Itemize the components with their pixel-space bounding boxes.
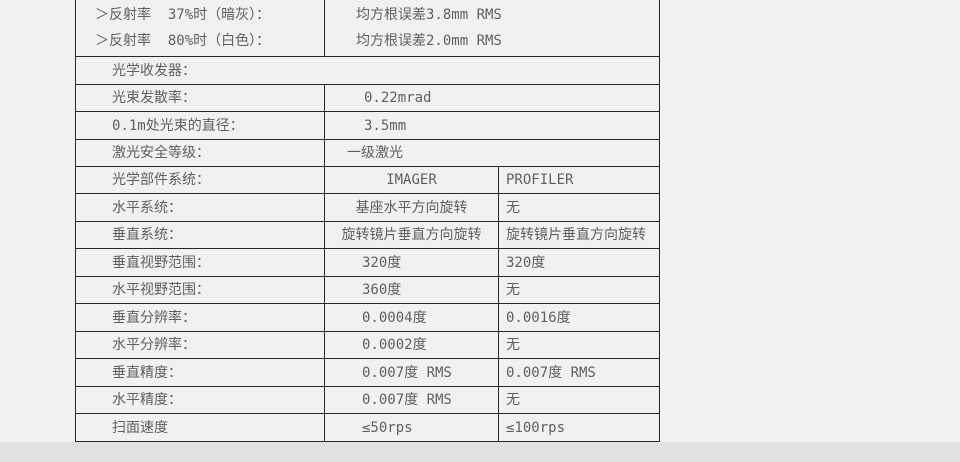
table-row: 垂直视野范围： 320度 320度	[76, 249, 659, 277]
spec-value: 3.5mm	[364, 117, 407, 134]
spec-value-cell: 基座水平方向旋转	[325, 194, 499, 221]
spec-value: 0.007度 RMS	[362, 392, 452, 408]
spec-label: 垂直系统：	[112, 227, 182, 243]
spec-value: 均方根误差3.8mm RMS	[356, 7, 502, 23]
spec-value-cell: 无	[499, 387, 659, 413]
spec-value: 无	[506, 392, 520, 408]
spec-value: 0.0004度	[362, 309, 427, 326]
footer-strip	[0, 442, 960, 462]
spec-label: 垂直分辨率：	[112, 309, 196, 326]
spec-value: 360度	[362, 282, 402, 298]
spec-value-cell: 无	[499, 194, 659, 221]
table-row: 0.1m处光束的直径： 3.5mm	[76, 112, 659, 140]
spec-table: ＞反射率 37%时（暗灰）： ＞反射率 80%时（白色）： 均方根误差3.8mm R…	[75, 0, 660, 442]
spec-label-cell: ＞反射率 37%时（暗灰）： ＞反射率 80%时（白色）：	[76, 0, 325, 56]
spec-label: 激光安全等级：	[112, 145, 210, 161]
spec-label-cell: 垂直系统：	[76, 222, 325, 248]
spec-label-cell: 水平系统：	[76, 194, 325, 221]
spec-value-cell: ≤100rps	[499, 414, 659, 441]
spec-label-cell: 光束发散率：	[76, 85, 325, 111]
spec-value: 无	[506, 282, 520, 298]
spec-label-cell: 光学收发器：	[76, 57, 659, 84]
spec-value-cell: 0.007度 RMS	[325, 359, 499, 386]
spec-value-cell: 320度	[499, 249, 659, 276]
spec-label: 光束发散率：	[112, 90, 196, 106]
spec-value-cell: 均方根误差3.8mm RMS 均方根误差2.0mm RMS	[325, 0, 659, 56]
table-row: 水平精度： 0.007度 RMS 无	[76, 387, 659, 414]
table-row: 垂直精度： 0.007度 RMS 0.007度 RMS	[76, 359, 659, 387]
spec-value-cell: 360度	[325, 277, 499, 303]
table-row: 水平系统： 基座水平方向旋转 无	[76, 194, 659, 222]
spec-label: 水平视野范围：	[112, 282, 210, 298]
spec-label: ＞反射率 80%时（白色）：	[95, 33, 271, 49]
spec-value-cell: 0.0016度	[499, 304, 659, 331]
spec-value: 0.007度 RMS	[506, 364, 596, 381]
spec-label: 垂直精度：	[112, 364, 182, 381]
spec-label: 扫面速度	[112, 419, 168, 436]
table-row: 垂直分辨率： 0.0004度 0.0016度	[76, 304, 659, 332]
spec-label-cell: 0.1m处光束的直径：	[76, 112, 325, 139]
spec-value-cell: IMAGER	[325, 167, 499, 193]
spec-label: ＞反射率 37%时（暗灰）：	[95, 7, 271, 23]
spec-value: 320度	[506, 254, 546, 271]
table-row: 水平视野范围： 360度 无	[76, 277, 659, 304]
spec-value-cell: 0.007度 RMS	[499, 359, 659, 386]
spec-value: 0.22mrad	[364, 90, 432, 106]
spec-value: PROFILER	[506, 172, 574, 188]
table-row: 垂直系统： 旋转镜片垂直方向旋转 旋转镜片垂直方向旋转	[76, 222, 659, 249]
spec-label-cell: 水平精度：	[76, 387, 325, 413]
spec-value: 旋转镜片垂直方向旋转	[506, 227, 646, 243]
spec-label-cell: 垂直精度：	[76, 359, 325, 386]
spec-value: 0.0016度	[506, 309, 571, 326]
spec-label-cell: 扫面速度	[76, 414, 325, 441]
table-row: 光束发散率： 0.22mrad	[76, 85, 659, 112]
table-row: 水平分辨率： 0.0002度 无	[76, 332, 659, 359]
spec-value-cell: 旋转镜片垂直方向旋转	[325, 222, 499, 248]
spec-value-cell: 0.007度 RMS	[325, 387, 499, 413]
spec-label: 水平精度：	[112, 392, 182, 408]
spec-value-cell: 无	[499, 332, 659, 358]
spec-label: 光学收发器：	[112, 62, 196, 79]
spec-value: 0.007度 RMS	[362, 364, 452, 381]
spec-value-cell: 无	[499, 277, 659, 303]
spec-value-cell: PROFILER	[499, 167, 659, 193]
spec-label-cell: 水平视野范围：	[76, 277, 325, 303]
spec-label-cell: 水平分辨率：	[76, 332, 325, 358]
spec-value: IMAGER	[386, 172, 437, 188]
spec-value-cell: ≤50rps	[325, 414, 499, 441]
spec-label-cell: 光学部件系统：	[76, 167, 325, 193]
spec-value-cell: 旋转镜片垂直方向旋转	[499, 222, 659, 248]
spec-value-cell: 0.0002度	[325, 332, 499, 358]
spec-value: 0.0002度	[362, 337, 427, 353]
table-row: 扫面速度 ≤50rps ≤100rps	[76, 414, 659, 442]
spec-value: 基座水平方向旋转	[355, 199, 468, 216]
spec-label: 0.1m处光束的直径：	[112, 117, 244, 134]
table-row: 激光安全等级： 一级激光	[76, 140, 659, 167]
spec-value: 旋转镜片垂直方向旋转	[341, 227, 482, 243]
spec-value: ≤50rps	[362, 419, 413, 436]
spec-label: 水平分辨率：	[112, 337, 196, 353]
spec-label-cell: 激光安全等级：	[76, 140, 325, 166]
spec-value-cell: 320度	[325, 249, 499, 276]
spec-label-cell: 垂直视野范围：	[76, 249, 325, 276]
spec-label: 光学部件系统：	[112, 172, 210, 188]
spec-value: 无	[506, 337, 520, 353]
spec-label: 垂直视野范围：	[112, 254, 210, 271]
table-row: 光学收发器：	[76, 57, 659, 85]
spec-value-cell: 3.5mm	[325, 112, 659, 139]
spec-label: 水平系统：	[112, 199, 182, 216]
spec-value: 320度	[362, 254, 402, 271]
spec-value: 一级激光	[347, 145, 403, 161]
table-row: 光学部件系统： IMAGER PROFILER	[76, 167, 659, 194]
spec-value: 均方根误差2.0mm RMS	[356, 33, 502, 49]
spec-value: ≤100rps	[506, 419, 566, 436]
spec-value-cell: 0.0004度	[325, 304, 499, 331]
spec-value: 无	[506, 199, 520, 216]
spec-value-cell: 0.22mrad	[325, 85, 659, 111]
spec-label-cell: 垂直分辨率：	[76, 304, 325, 331]
spec-value-cell: 一级激光	[325, 140, 659, 166]
table-row: ＞反射率 37%时（暗灰）： ＞反射率 80%时（白色）： 均方根误差3.8mm R…	[76, 0, 659, 57]
